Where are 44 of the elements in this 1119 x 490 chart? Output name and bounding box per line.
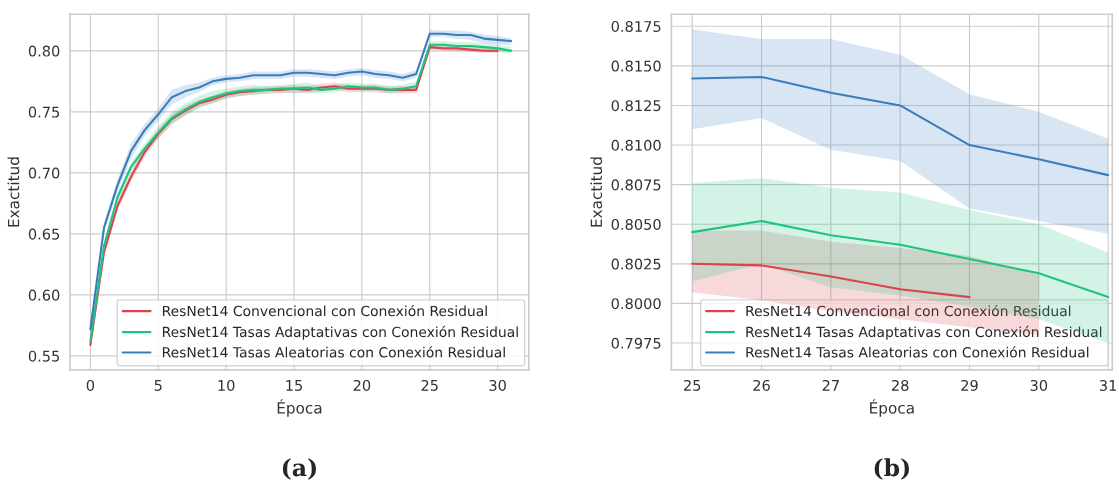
line-series: [691, 220, 1110, 299]
x-tick-label: 29: [961, 379, 978, 391]
x-tick-label: 31: [1099, 379, 1117, 391]
line-series: [691, 262, 971, 299]
x-tick-label: 26: [753, 379, 770, 391]
y-tick-label: 0.70: [28, 167, 60, 179]
y-tick-label: 0.8100: [611, 139, 661, 151]
y-tick-label: 0.8025: [611, 258, 661, 270]
legend-label: ResNet14 Tasas Aleatorias con Conexión Residual: [746, 346, 1089, 358]
x-tick-label: 28: [891, 379, 909, 391]
y-tick-label: 0.8150: [611, 60, 661, 72]
x-tick-label: 15: [286, 380, 303, 391]
text: (a): [282, 458, 317, 480]
legend-label: ResNet14 Convencional con Conexión Residual: [162, 304, 487, 317]
y-tick-label: 0.75: [28, 106, 60, 118]
y-tick-label: 0.8000: [611, 298, 661, 310]
y-tick-label: 0.65: [28, 228, 60, 240]
x-tick-label: 10: [218, 379, 235, 391]
x-tick-label: 30: [489, 379, 506, 391]
x-tick-label: 25: [421, 379, 438, 391]
y-tick-label: 0.80: [28, 45, 60, 57]
y-axis-title: Exactitud: [590, 157, 603, 227]
legend-label: ResNet14 Tasas Adaptativas con Conexión Residual: [162, 325, 518, 340]
x-tick-label: 0: [86, 379, 95, 391]
x-tick-label: 20: [353, 379, 371, 391]
y-tick-label: 0.8175: [611, 20, 661, 32]
y-tick-label: 0.7975: [611, 337, 661, 349]
y-tick-label: 0.8050: [611, 218, 661, 230]
legend-label: ResNet14 Tasas Aleatorias con Conexión Residual: [162, 346, 505, 358]
y-tick-label: 0.55: [28, 350, 60, 362]
y-axis-title: Exactitud: [7, 157, 20, 227]
x-tick-label: 25: [683, 379, 701, 391]
legend-label: ResNet14 Tasas Adaptativas con Conexión Residual: [746, 325, 1102, 340]
legend-label: ResNet14 Convencional con Conexión Residual: [746, 304, 1071, 317]
line-series: [691, 75, 1110, 177]
y-tick-label: 0.60: [28, 289, 60, 301]
x-axis-title: Época: [277, 399, 322, 417]
x-axis-title: Época: [870, 399, 914, 417]
y-tick-label: 0.8075: [611, 179, 661, 191]
text: (b): [874, 458, 910, 480]
x-tick-label: 27: [822, 379, 839, 391]
x-tick-label: 30: [1030, 379, 1048, 391]
y-tick-label: 0.8125: [611, 100, 661, 112]
x-tick-label: 5: [154, 380, 162, 391]
